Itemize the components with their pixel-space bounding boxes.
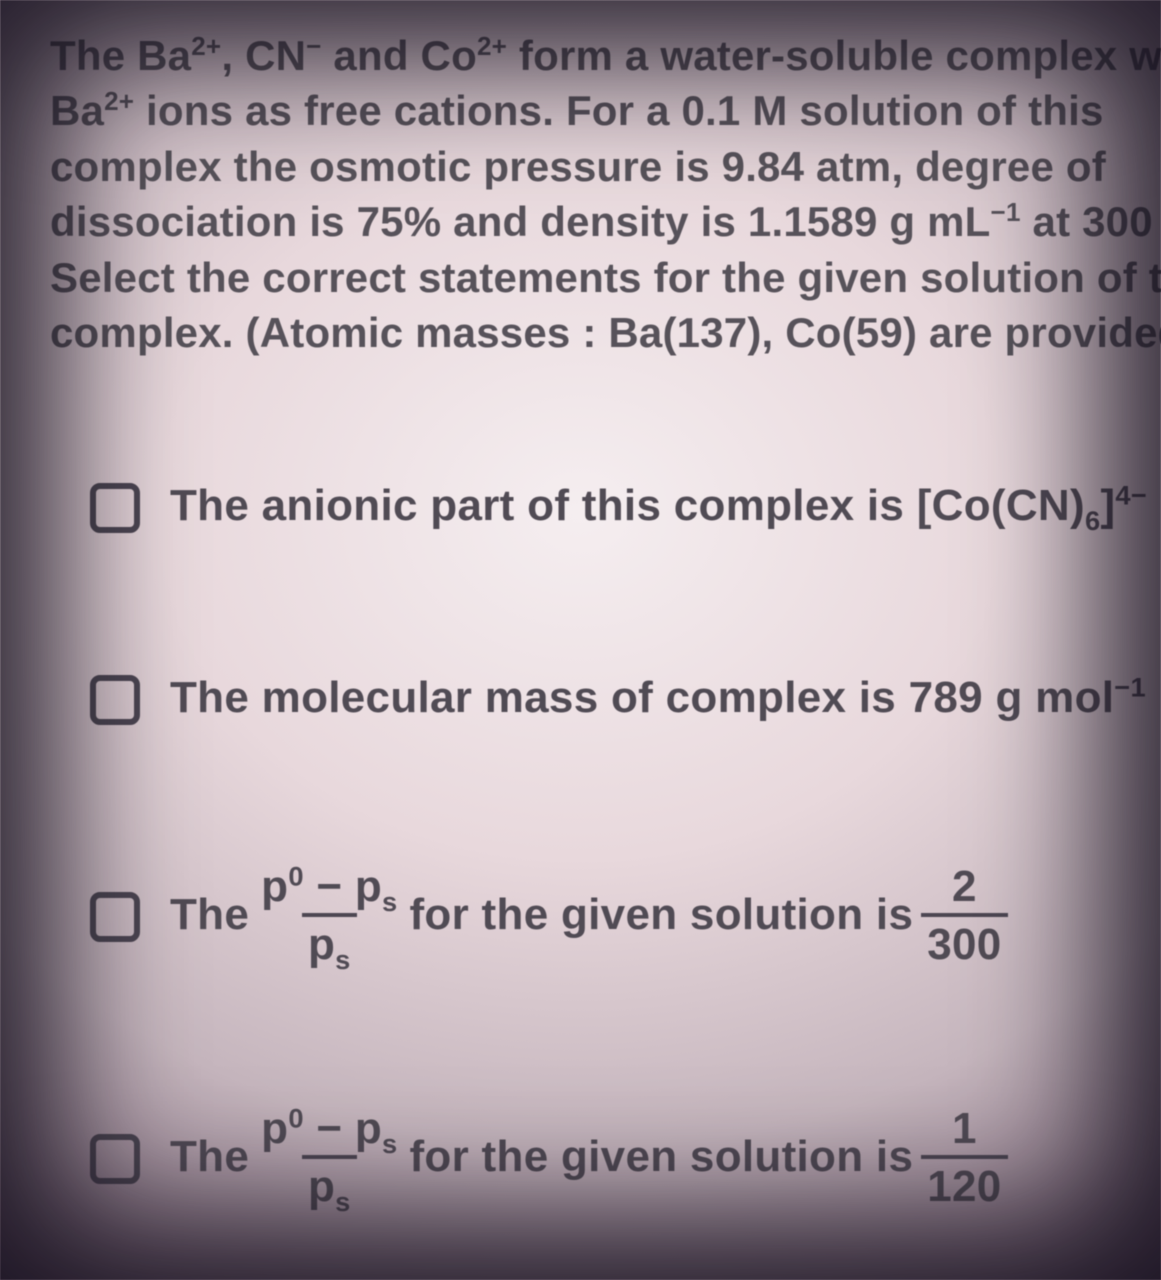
stem-text: complex the osmotic pressure is 9.84 atm… [50,139,1133,194]
stem-text: Ba [50,87,104,134]
checkbox-icon[interactable] [90,483,140,533]
option-text-segment: ] [1100,481,1115,530]
fraction: p0 − ps ps [257,865,401,967]
fraction-denominator: 300 [921,913,1007,967]
fraction: p0 − ps ps [257,1107,401,1209]
fraction-numerator: p [261,1104,288,1153]
superscript: 0 [288,860,303,891]
stem-text: complex. (Atomic masses : Ba(137), Co(59… [50,305,1133,360]
subscript: 6 [1085,505,1100,536]
option-d[interactable]: The p0 − ps ps for the given solution is… [90,1107,1103,1209]
superscript: −1 [1114,672,1146,703]
superscript: 0 [288,1102,303,1133]
option-a-text: The anionic part of this complex is [Co(… [170,481,1147,532]
subscript: s [382,885,397,916]
fraction-denominator: p [308,1162,335,1211]
fraction: 1 120 [921,1107,1007,1209]
option-text-segment: The molecular mass of complex is 789 g m… [170,673,1114,722]
stem-text: , CN [221,32,306,79]
option-text-segment: The anionic part of this complex is [Co(… [170,481,1085,530]
fraction-numerator: 2 [948,865,981,913]
superscript: 2+ [104,86,134,116]
fraction-numerator: − p [304,1104,382,1153]
option-text-segment: for the given solution is [409,1132,913,1183]
stem-text: form a water-soluble complex with [507,32,1161,79]
superscript: − [306,31,321,61]
stem-text: ions as free cations. For a 0.1 M soluti… [134,87,1103,134]
checkbox-icon[interactable] [90,1134,140,1184]
fraction-denominator: p [308,920,335,969]
superscript: 4− [1115,480,1147,511]
stem-text: at 300 K. [1021,198,1161,245]
subscript: s [382,1127,397,1158]
subscript: s [335,943,350,974]
superscript: 2+ [477,31,507,61]
option-a[interactable]: The anionic part of this complex is [Co(… [90,481,1103,533]
option-b[interactable]: The molecular mass of complex is 789 g m… [90,673,1103,725]
checkbox-icon[interactable] [90,892,140,942]
fraction-numerator: p [261,862,288,911]
question-card: The Ba2+, CN− and Co2+ form a water-solu… [0,0,1161,1280]
option-text-segment: for the given solution is [409,890,913,941]
options-list: The anionic part of this complex is [Co(… [50,481,1133,1209]
option-text-segment: The [170,890,249,941]
fraction-denominator: 120 [921,1155,1007,1209]
stem-text: and Co [322,32,477,79]
option-text-segment: The [170,1132,249,1183]
fraction-numerator: − p [304,862,382,911]
option-c-text: The p0 − ps ps for the given solution is… [170,865,1016,967]
checkbox-icon[interactable] [90,675,140,725]
superscript: 2+ [191,31,221,61]
stem-text: The Ba [50,32,191,79]
subscript: s [335,1185,350,1216]
fraction: 2 300 [921,865,1007,967]
option-d-text: The p0 − ps ps for the given solution is… [170,1107,1016,1209]
stem-text: Select the correct statements for the gi… [50,250,1133,305]
question-stem: The Ba2+, CN− and Co2+ form a water-solu… [50,28,1133,361]
stem-text: dissociation is 75% and density is 1.158… [50,198,991,245]
option-b-text: The molecular mass of complex is 789 g m… [170,673,1146,724]
option-c[interactable]: The p0 − ps ps for the given solution is… [90,865,1103,967]
fraction-numerator: 1 [948,1107,981,1155]
superscript: −1 [991,197,1021,227]
